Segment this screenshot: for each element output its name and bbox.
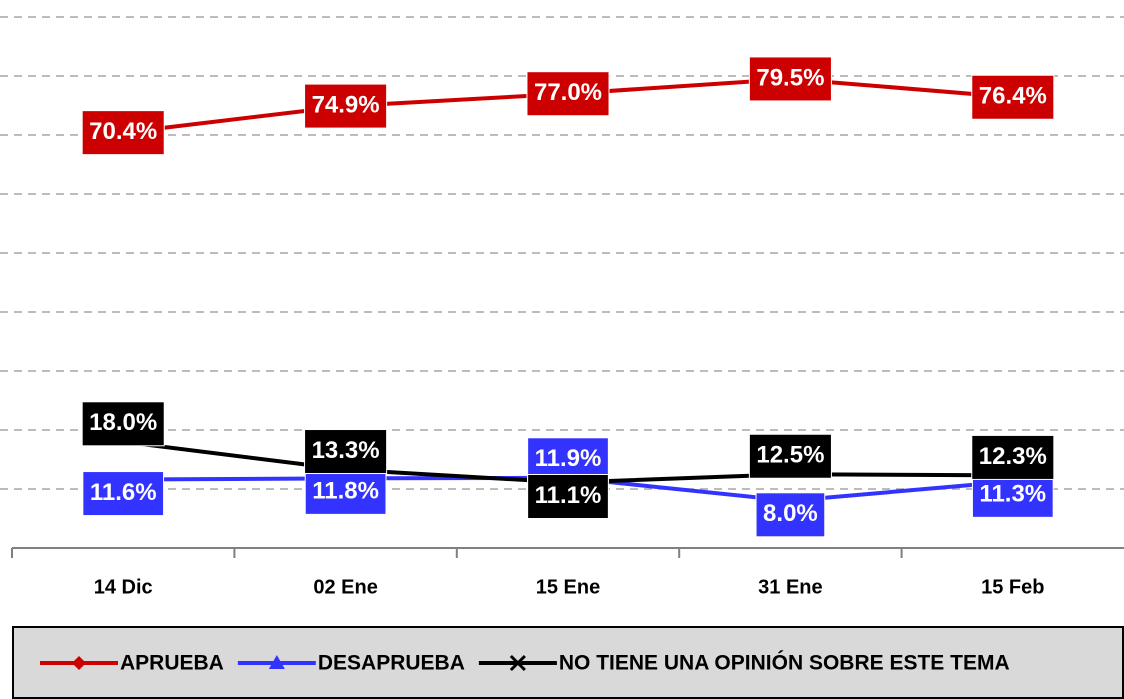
- data-label-box: [971, 434, 1055, 480]
- data-label-box: [81, 110, 165, 156]
- legend-marker: [509, 654, 526, 672]
- data-label: 8.0%: [755, 492, 826, 538]
- data-label-text: 11.6%: [90, 479, 157, 506]
- legend-box: [12, 626, 1124, 699]
- data-label-text: 74.9%: [312, 91, 380, 118]
- data-label-text: 70.4%: [89, 118, 157, 145]
- data-label: 11.3%: [971, 472, 1054, 518]
- data-label: 12.3%: [971, 434, 1055, 480]
- data-label-text: 79.5%: [756, 64, 824, 91]
- data-label: 79.5%: [748, 56, 832, 102]
- data-label-box: [81, 401, 165, 447]
- x-tick-label: 14 Dic: [94, 576, 153, 598]
- data-label-text: 8.0%: [763, 500, 818, 527]
- data-label: 18.0%: [81, 401, 165, 447]
- legend-marker: [268, 655, 285, 669]
- legend-marker: [72, 656, 86, 670]
- data-label-box: [748, 433, 832, 479]
- data-label-box: [527, 474, 609, 520]
- data-label-text: 12.5%: [756, 442, 824, 469]
- data-label-text: 11.3%: [979, 481, 1046, 508]
- data-label: 13.3%: [304, 429, 388, 475]
- data-label: 74.9%: [304, 83, 388, 129]
- x-tick-label: 31 Ene: [758, 576, 822, 598]
- data-label: 11.1%: [527, 474, 609, 520]
- data-label-text: 76.4%: [979, 83, 1047, 110]
- data-label: 77.0%: [526, 71, 610, 117]
- data-label: 12.5%: [748, 433, 832, 479]
- x-tick-label: 02 Ene: [313, 576, 377, 598]
- data-label-text: 11.9%: [535, 445, 602, 472]
- data-label-text: 11.8%: [312, 478, 379, 505]
- data-label-box: [755, 492, 826, 538]
- x-tick-label: 15 Ene: [536, 576, 600, 598]
- legend-label: NO TIENE UNA OPINIÓN SOBRE ESTE TEMA: [559, 651, 1010, 675]
- data-label-box: [304, 83, 388, 129]
- data-label-box: [82, 471, 165, 517]
- legend-label: APRUEBA: [120, 652, 224, 675]
- data-label: 11.8%: [304, 469, 387, 515]
- data-label-box: [304, 429, 388, 475]
- legend-label: DESAPRUEBA: [318, 652, 465, 675]
- data-label-text: 13.3%: [312, 437, 380, 464]
- data-label-box: [971, 74, 1055, 120]
- data-label-text: 11.1%: [535, 482, 602, 509]
- x-tick-label: 15 Feb: [981, 576, 1044, 598]
- data-label-text: 77.0%: [534, 79, 602, 106]
- data-label-text: 18.0%: [89, 409, 157, 436]
- data-label: 11.6%: [82, 471, 165, 517]
- data-label-box: [526, 71, 610, 117]
- data-label-box: [748, 56, 832, 102]
- data-label: 76.4%: [971, 74, 1055, 120]
- data-label-text: 12.3%: [979, 443, 1047, 470]
- data-label: 70.4%: [81, 110, 165, 156]
- data-label-box: [971, 472, 1054, 518]
